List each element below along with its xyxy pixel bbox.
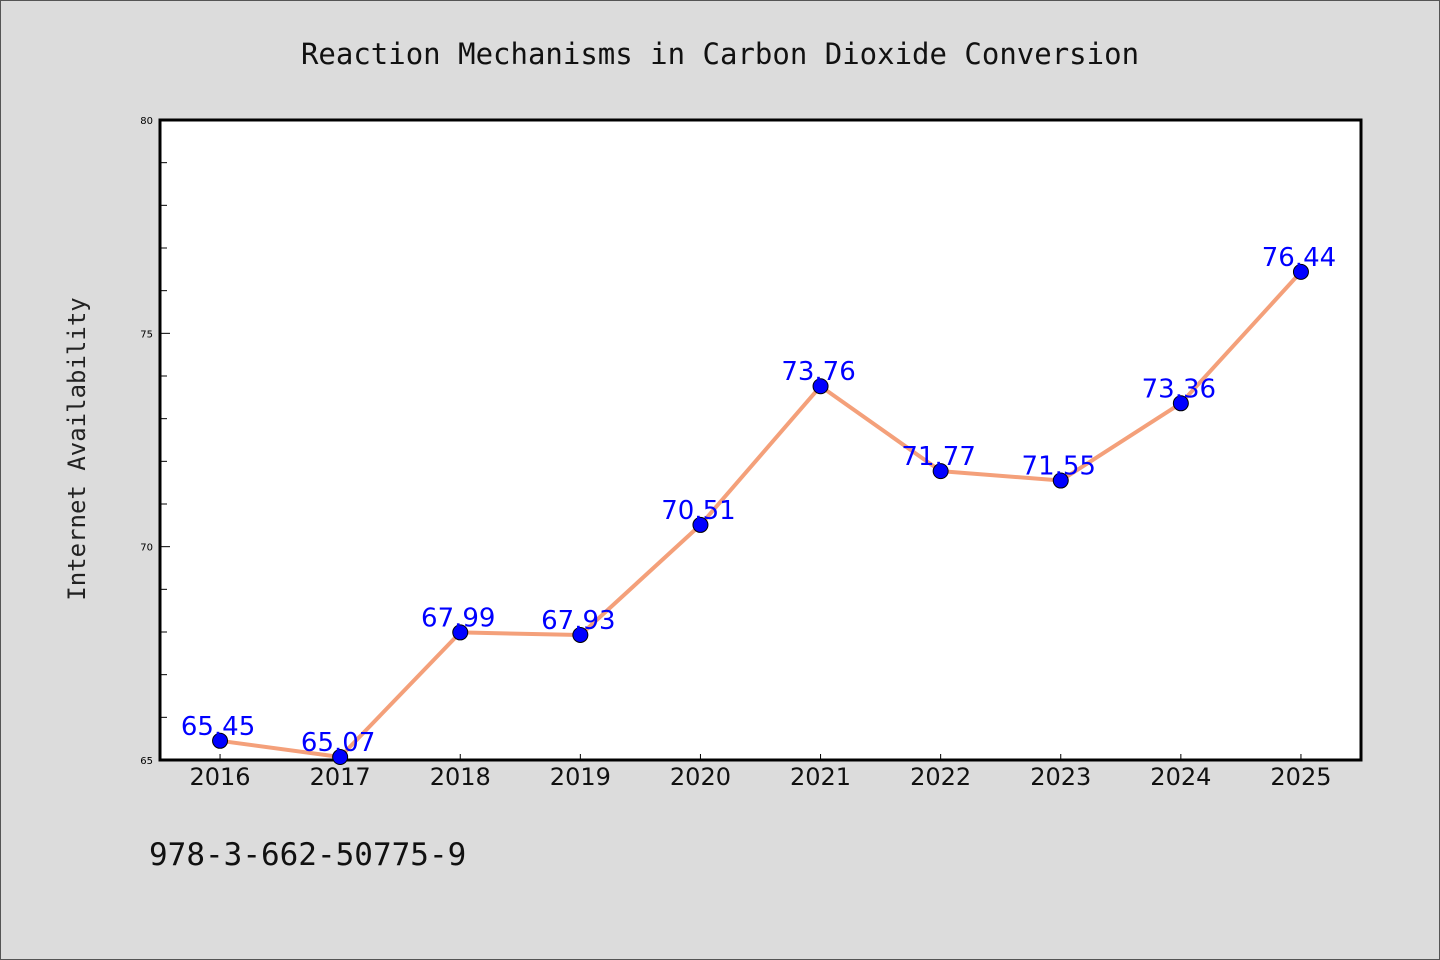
y-tick-label: 80 [140, 116, 153, 127]
footer-text: 978-3-662-50775-9 [149, 837, 466, 873]
x-tick-label: 2023 [1030, 763, 1091, 791]
plot-area [158, 118, 1363, 762]
data-point [1292, 263, 1309, 280]
data-label: 65.07 [301, 728, 375, 758]
data-point [212, 732, 229, 749]
x-tick-label: 2019 [550, 763, 611, 791]
x-tick-label: 2016 [190, 763, 251, 791]
data-point [572, 626, 589, 643]
data-point [1172, 395, 1189, 412]
data-point [332, 749, 349, 766]
data-label: 71.55 [1022, 452, 1096, 482]
series-group: 65.45 65.07 67.99 67.93 70.51 73.76 71.77 71.55… [181, 243, 1336, 766]
x-tick-label: 2022 [910, 763, 971, 791]
x-tick-label: 2020 [670, 763, 731, 791]
x-tick-label: 2021 [790, 763, 851, 791]
y-tick-label: 75 [140, 329, 153, 340]
data-point [692, 516, 709, 533]
data-label: 73.76 [781, 357, 855, 387]
data-point [1052, 472, 1069, 489]
data-point [932, 463, 949, 480]
y-axis: 65 70 75 80 [140, 116, 170, 767]
data-point [812, 378, 829, 395]
y-tick-label: 70 [140, 543, 153, 554]
x-tick-label: 2025 [1270, 763, 1331, 791]
series-line [218, 269, 1303, 760]
data-label: 73.36 [1142, 374, 1216, 404]
x-tick-label: 2018 [430, 763, 491, 791]
data-label: 67.99 [421, 603, 495, 633]
data-label: 71.77 [901, 442, 975, 472]
chart-title: Reaction Mechanisms in Carbon Dioxide Co… [301, 37, 1139, 71]
y-tick-label: 65 [140, 756, 153, 767]
x-axis: 2016 2017 2018 2019 2020 2021 2022 2023 2024 2025 [190, 754, 1331, 791]
x-tick-label: 2024 [1150, 763, 1211, 791]
y-axis-label: Internet Availability [63, 297, 91, 600]
x-tick-label: 2017 [310, 763, 371, 791]
data-label: 65.45 [181, 712, 255, 742]
data-point [452, 624, 469, 641]
data-label: 70.51 [661, 496, 735, 526]
data-label: 76.44 [1262, 243, 1336, 273]
data-label: 67.93 [541, 606, 615, 636]
